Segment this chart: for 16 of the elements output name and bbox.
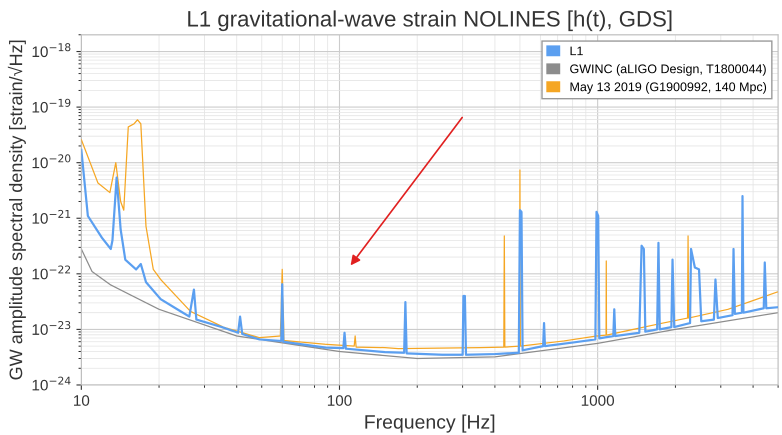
y-tick-label: 10$^{−23}$ [32, 321, 70, 335]
x-axis-title: Frequency [Hz] [365, 414, 494, 433]
y-tick-label: 10$^{−24}$ [32, 376, 71, 391]
y-axis-title: GW amplitude spectral density [strain/√Hz] [8, 40, 26, 380]
y-tick-label: 10$^{−19}$ [32, 98, 70, 113]
y-tick-label: 10$^{−18}$ [32, 43, 70, 58]
chart-title: L1 gravitational-wave strain NOLINES [h(t), GDS] [188, 10, 672, 32]
x-tick-label: 1000 [582, 395, 614, 406]
x-tick-label: 100 [328, 395, 352, 406]
legend-label: L1 [570, 46, 583, 56]
y-tick-label: 10$^{−22}$ [32, 265, 70, 280]
legend-label: May 13 2019 (G1900992, 140 Mpc) [570, 82, 766, 94]
y-tick-label: 10$^{−20}$ [32, 154, 70, 168]
legend-label: GWINC (aLIGO Design, T1800044) [570, 64, 766, 76]
x-tick-label: 10 [74, 395, 90, 406]
y-tick-label: 10$^{−21}$ [32, 210, 70, 224]
